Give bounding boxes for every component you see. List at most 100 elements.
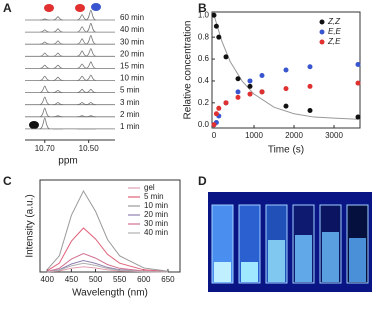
point xyxy=(223,54,229,60)
spectrum xyxy=(47,262,168,273)
peak xyxy=(39,64,50,69)
point xyxy=(283,86,289,92)
peak xyxy=(52,64,63,69)
peak xyxy=(77,75,88,81)
point xyxy=(223,100,229,106)
point xyxy=(355,114,361,120)
trace-label: 2 min xyxy=(120,110,140,119)
point xyxy=(216,105,222,111)
x-tick-label: 400 xyxy=(41,275,55,284)
trace-label: 5 min xyxy=(120,86,140,95)
panel-label: D xyxy=(198,174,207,188)
trace-label: 3 min xyxy=(120,98,140,107)
peak xyxy=(52,52,63,57)
legend-label: 30 min xyxy=(144,219,168,228)
legend-marker xyxy=(319,19,325,25)
peak xyxy=(77,38,88,45)
point xyxy=(259,89,265,95)
peak xyxy=(77,102,88,106)
trace-label: 1 min xyxy=(120,122,140,131)
legend-label: 5 min xyxy=(144,192,164,201)
trace-label: 10 min xyxy=(120,74,144,83)
photo xyxy=(208,192,372,292)
point xyxy=(213,111,219,117)
peak xyxy=(77,14,88,21)
x-tick-label: 1000 xyxy=(245,131,263,140)
peak xyxy=(85,115,96,118)
fit-line xyxy=(213,15,359,120)
plot-frame xyxy=(39,179,181,273)
peak xyxy=(77,50,88,57)
peak xyxy=(85,88,96,93)
point xyxy=(235,94,241,100)
y-tick-label: 0.4 xyxy=(198,76,210,85)
peak xyxy=(39,117,50,130)
x-tick-label: 10.50 xyxy=(79,144,100,153)
peak xyxy=(77,26,88,33)
legend-label: 20 min xyxy=(144,210,168,219)
species-marker xyxy=(44,4,54,12)
x-tick-label: 500 xyxy=(89,275,103,284)
point xyxy=(216,34,222,40)
trace-label: 15 min xyxy=(120,62,144,71)
x-tick-label: 600 xyxy=(137,275,151,284)
trace-label: 20 min xyxy=(120,49,144,58)
legend-marker xyxy=(319,39,325,45)
peak xyxy=(52,115,63,118)
peak xyxy=(39,85,50,93)
peak xyxy=(52,89,63,93)
x-axis-label: ppm xyxy=(58,156,77,167)
point xyxy=(283,67,289,73)
peak xyxy=(52,76,63,81)
point xyxy=(235,76,241,82)
peak xyxy=(52,40,63,45)
panel-label: A xyxy=(3,1,12,15)
point xyxy=(211,12,217,18)
peak xyxy=(52,102,63,106)
peak xyxy=(85,34,96,45)
peak xyxy=(85,22,96,33)
legend-marker xyxy=(319,29,325,35)
x-axis-label: Wavelength (nm) xyxy=(72,288,148,299)
peak xyxy=(39,41,50,45)
y-tick-label: 0.2 xyxy=(198,98,210,107)
point xyxy=(307,83,313,89)
x-tick-label: 550 xyxy=(113,275,127,284)
peak xyxy=(39,52,50,57)
point xyxy=(211,122,217,128)
species-marker xyxy=(91,3,101,11)
panel-label: B xyxy=(198,1,207,15)
x-tick-label: 2000 xyxy=(285,131,303,140)
y-tick-label: 0.6 xyxy=(198,54,210,63)
legend-label: Z,E xyxy=(327,37,341,46)
point xyxy=(213,23,219,29)
x-tick-label: 450 xyxy=(65,275,79,284)
x-tick-label: 0 xyxy=(212,131,217,140)
point xyxy=(307,107,313,113)
trace-label: 30 min xyxy=(120,37,144,46)
species-marker xyxy=(29,121,39,129)
x-axis-label: Time (s) xyxy=(268,145,304,156)
point xyxy=(247,83,253,89)
point xyxy=(283,103,289,109)
legend-label: Z,Z xyxy=(327,17,341,26)
spectrum xyxy=(46,189,168,272)
point xyxy=(247,91,253,97)
peak xyxy=(77,115,88,118)
point xyxy=(235,89,241,95)
x-tick-label: 650 xyxy=(161,275,175,284)
species-marker xyxy=(75,4,85,12)
point xyxy=(247,78,253,84)
peak xyxy=(39,96,50,106)
trace-label: 60 min xyxy=(120,13,144,22)
panel-label: C xyxy=(3,174,12,188)
peak xyxy=(39,29,50,33)
peak xyxy=(85,9,96,21)
point xyxy=(307,64,313,70)
peak xyxy=(85,48,96,57)
point xyxy=(355,80,361,86)
legend-label: E,E xyxy=(328,27,342,36)
spectrum xyxy=(46,227,168,273)
peak xyxy=(39,18,50,21)
